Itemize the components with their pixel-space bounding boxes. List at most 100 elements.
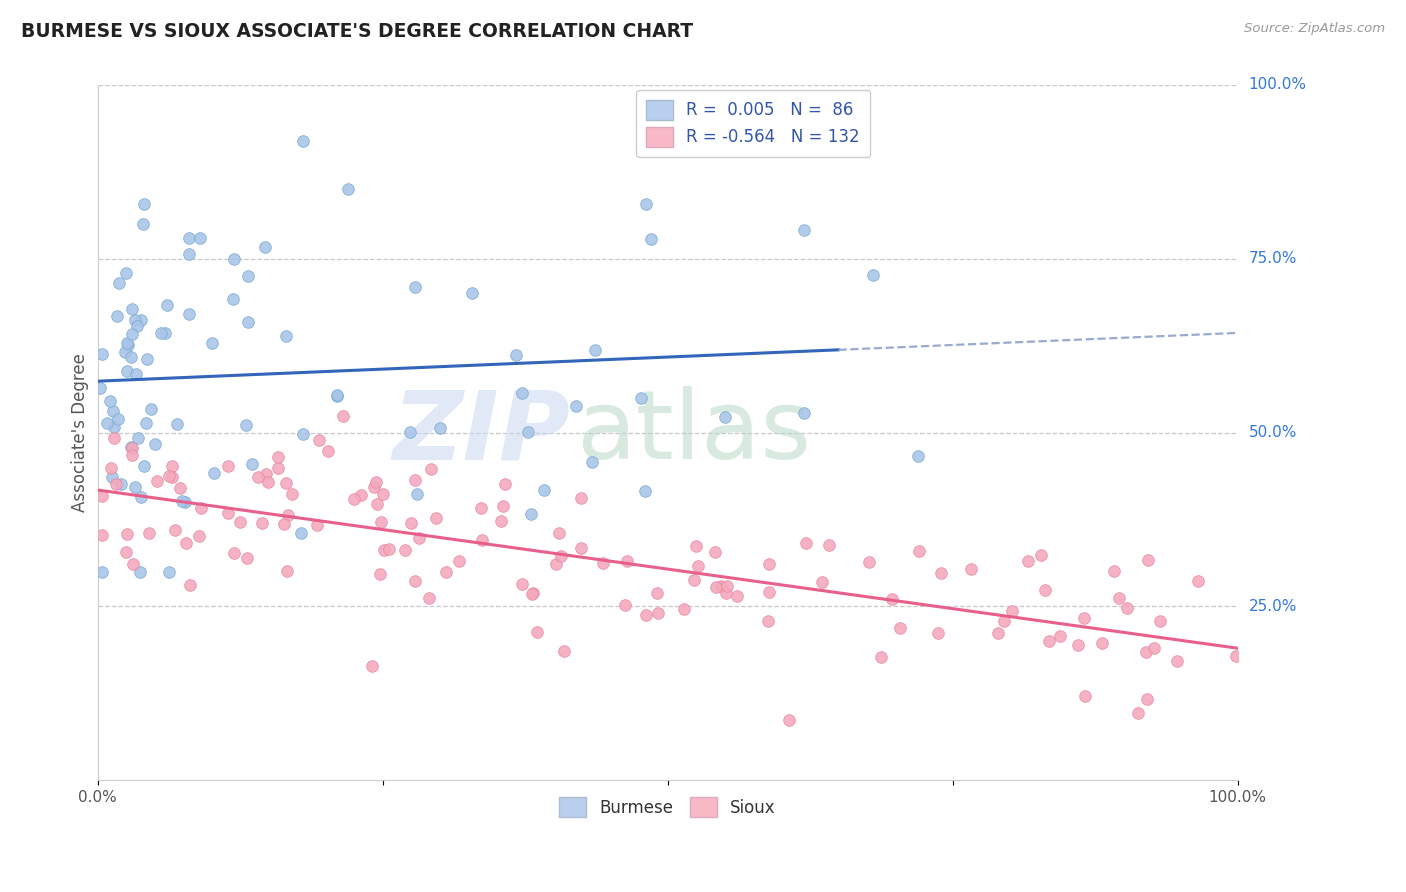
Point: [128, 565, 150, 579]
Point: [115, 527, 138, 541]
Point: [682, 574, 704, 588]
Point: [254, 240, 277, 254]
Point: [862, 268, 884, 282]
Point: [115, 335, 138, 350]
Point: [449, 554, 471, 568]
Point: [1001, 605, 1024, 619]
Point: [129, 490, 152, 504]
Point: [1128, 706, 1150, 720]
Point: [291, 427, 314, 442]
Point: [710, 579, 733, 593]
Point: [281, 487, 304, 501]
Point: [688, 558, 710, 573]
Point: [1033, 582, 1056, 597]
Point: [546, 558, 568, 572]
Point: [519, 507, 541, 521]
Point: [434, 566, 457, 580]
Point: [870, 650, 893, 665]
Point: [108, 276, 131, 290]
Point: [107, 412, 129, 426]
Point: [368, 567, 391, 582]
Point: [217, 506, 239, 520]
Point: [522, 586, 544, 600]
Point: [634, 484, 657, 499]
Point: [778, 713, 800, 727]
Point: [308, 433, 330, 447]
Point: [1166, 654, 1188, 668]
Text: atlas: atlas: [576, 386, 811, 479]
Point: [889, 621, 911, 635]
Text: ZIP: ZIP: [392, 386, 571, 479]
Point: [115, 545, 138, 559]
Point: [583, 343, 606, 358]
Point: [256, 475, 278, 489]
Point: [291, 134, 314, 148]
Point: [758, 557, 780, 571]
Point: [179, 578, 201, 592]
Point: [120, 350, 142, 364]
Point: [166, 417, 188, 431]
Point: [399, 425, 422, 440]
Point: [810, 575, 832, 590]
Point: [188, 231, 211, 245]
Point: [201, 335, 224, 350]
Point: [101, 404, 124, 418]
Point: [98, 393, 121, 408]
Point: [250, 516, 273, 530]
Point: [1017, 554, 1039, 568]
Text: 25.0%: 25.0%: [1249, 599, 1296, 614]
Point: [592, 557, 614, 571]
Point: [136, 351, 159, 366]
Point: [1136, 692, 1159, 706]
Point: [121, 448, 143, 462]
Point: [636, 197, 658, 211]
Point: [489, 514, 512, 528]
Point: [366, 497, 388, 511]
Point: [373, 487, 395, 501]
Point: [370, 515, 392, 529]
Point: [115, 266, 138, 280]
Point: [135, 417, 157, 431]
Point: [174, 535, 197, 549]
Point: [1049, 629, 1071, 643]
Point: [117, 338, 139, 352]
Point: [240, 457, 263, 471]
Point: [418, 591, 440, 605]
Point: [1116, 600, 1139, 615]
Point: [101, 470, 124, 484]
Point: [907, 449, 929, 463]
Point: [139, 401, 162, 416]
Point: [105, 309, 128, 323]
Point: [254, 467, 277, 481]
Y-axis label: Associate's Degree: Associate's Degree: [72, 353, 89, 512]
Point: [120, 440, 142, 454]
Point: [360, 659, 382, 673]
Point: [277, 508, 299, 522]
Point: [679, 125, 702, 139]
Text: 75.0%: 75.0%: [1249, 252, 1296, 267]
Point: [405, 487, 427, 501]
Point: [547, 526, 569, 541]
Point: [471, 533, 494, 548]
Point: [173, 495, 195, 509]
Point: [190, 500, 212, 515]
Point: [172, 493, 194, 508]
Point: [419, 461, 441, 475]
Point: [425, 511, 447, 525]
Point: [160, 469, 183, 483]
Point: [1074, 690, 1097, 704]
Point: [373, 543, 395, 558]
Point: [1135, 645, 1157, 659]
Point: [127, 431, 149, 445]
Point: [394, 542, 416, 557]
Point: [121, 441, 143, 455]
Point: [581, 454, 603, 468]
Point: [121, 301, 143, 316]
Point: [157, 468, 180, 483]
Point: [114, 345, 136, 359]
Point: [927, 626, 949, 640]
Point: [350, 487, 373, 501]
Point: [177, 231, 200, 245]
Point: [91, 565, 114, 579]
Point: [550, 549, 572, 563]
